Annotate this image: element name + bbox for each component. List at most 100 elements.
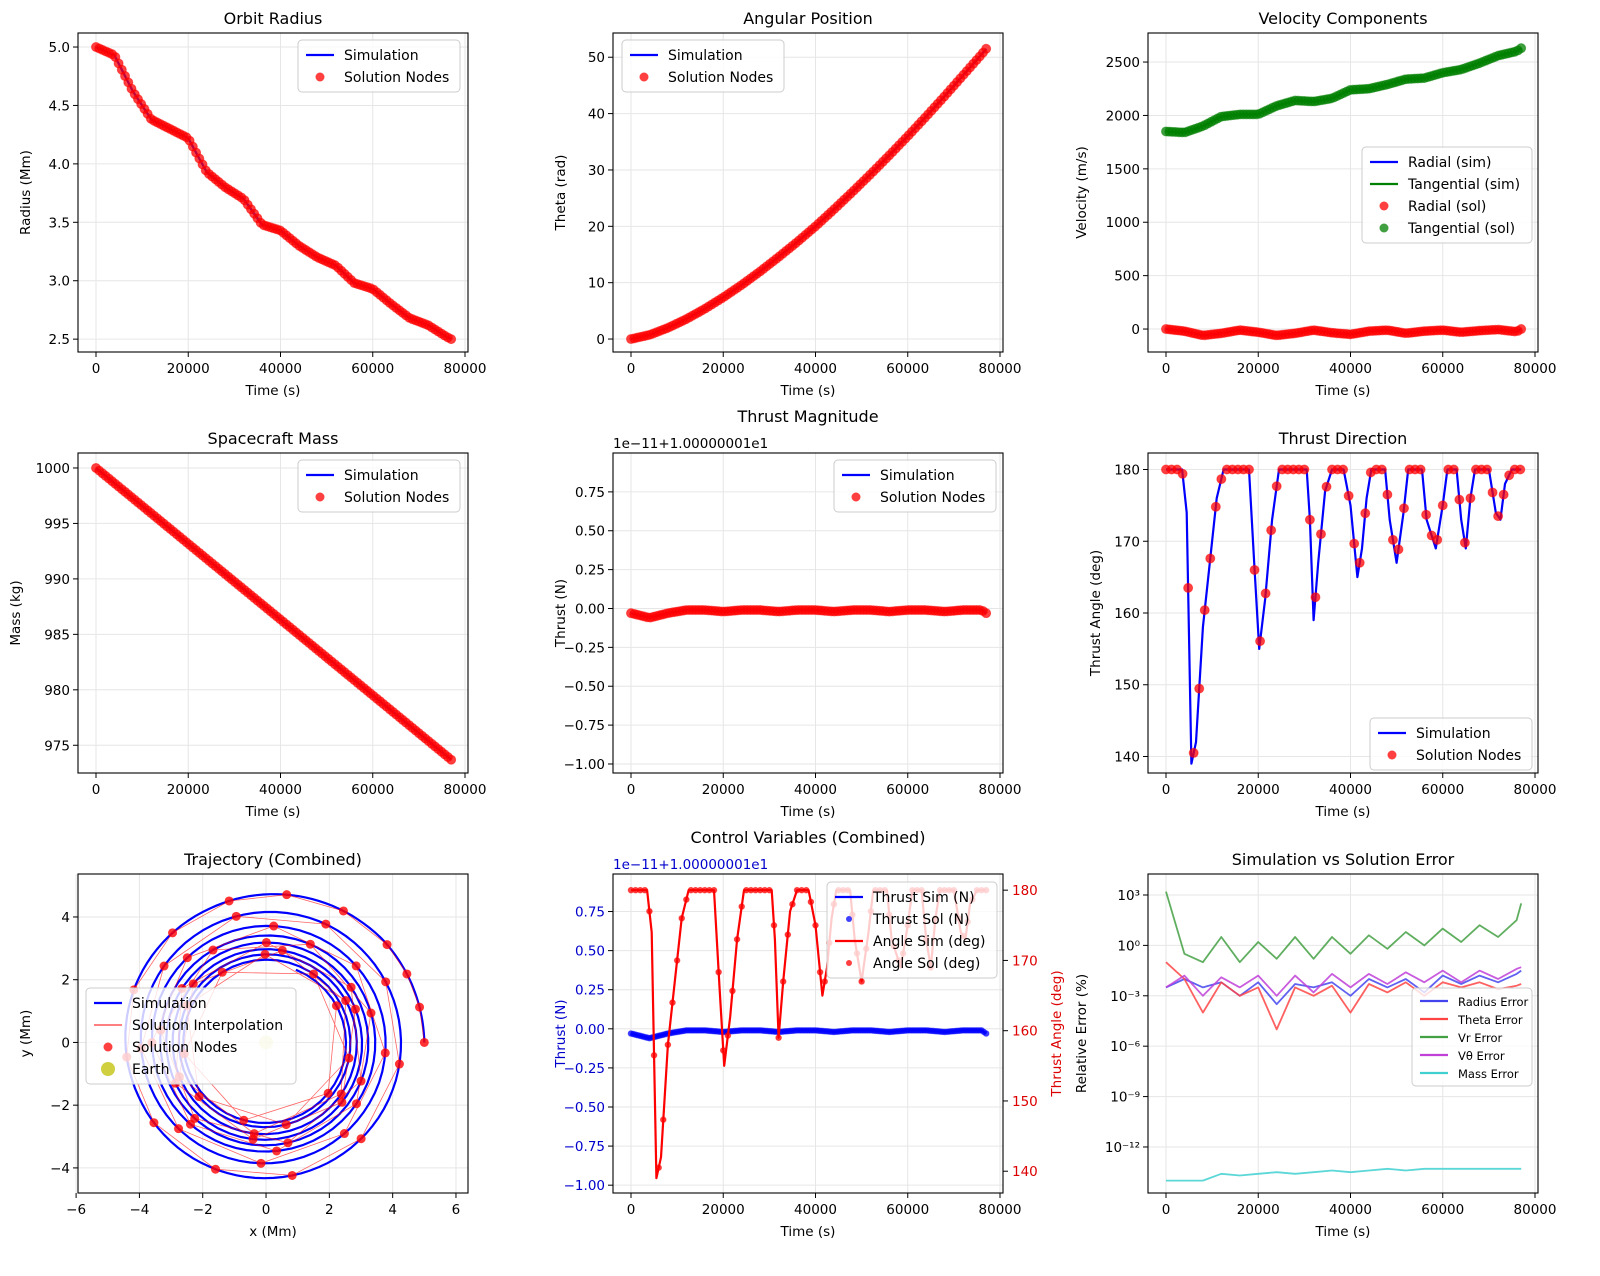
axes-frame <box>1147 873 1539 1194</box>
axes-frame <box>612 32 1004 353</box>
y-tick-label: 5.0 <box>49 40 70 56</box>
legend: Simulation Solution Nodes <box>297 39 461 93</box>
y-tick-label: 980 <box>44 683 70 699</box>
solution-node <box>770 921 778 929</box>
solution-node <box>1399 503 1410 514</box>
solution-node <box>159 961 169 971</box>
solution-node <box>323 1088 333 1098</box>
legend-label: Radius Error <box>1458 995 1529 1009</box>
x-tick-label: 60000 <box>1421 361 1464 377</box>
subplot-title: Angular Position <box>743 9 873 28</box>
x-tick-label: 40000 <box>1329 1202 1372 1218</box>
x-tick-label: 60000 <box>351 782 394 798</box>
solution-node <box>1349 538 1360 549</box>
x-tick-label: 40000 <box>794 1202 837 1218</box>
solution-node <box>683 896 690 903</box>
subplot-5: 0 20000 40000 60000 80000 140 150 160 170 180 Thru… <box>1088 429 1556 820</box>
y-tick-label: 0 <box>1131 322 1140 338</box>
x-tick-label: 0 <box>627 361 636 377</box>
solution-node <box>344 1053 354 1063</box>
y-tick-label: 985 <box>44 627 70 643</box>
solution-node <box>729 987 736 995</box>
solution-node <box>149 1118 159 1128</box>
legend-marker-icon <box>103 1042 113 1052</box>
solution-node <box>446 334 457 345</box>
y-tick-label: −0.25 <box>564 640 605 656</box>
y-tick-label: 10³ <box>1117 888 1140 904</box>
legend: Thrust Sim (N) Thrust Sol (N) Angle Sim (d… <box>826 881 998 979</box>
legend-label: Theta Error <box>1457 1013 1523 1027</box>
solution-node <box>821 978 829 985</box>
x-axis-label: Time (s) <box>780 804 836 820</box>
x-axis-label: Time (s) <box>1315 1224 1371 1240</box>
y-tick-label: −1.00 <box>564 757 605 773</box>
y-tick-label: 3.5 <box>49 215 70 231</box>
series-line-v-error <box>1165 966 1522 997</box>
y-tick-label: 0.50 <box>575 524 605 540</box>
x-tick-label: 80000 <box>444 782 487 798</box>
y-tick-label: 10⁻⁹ <box>1110 1090 1140 1106</box>
solution-interpolation-line <box>126 894 425 1176</box>
solution-node <box>982 1030 990 1037</box>
legend-label: Tangential (sim) <box>1407 177 1520 193</box>
solution-node <box>1482 464 1493 475</box>
solution-node <box>239 1115 249 1125</box>
series-line-mass-error <box>1166 1167 1522 1182</box>
solution-node <box>283 1138 293 1148</box>
x-tick-label: 40000 <box>259 361 302 377</box>
series-group <box>90 462 457 765</box>
y-tick-label: −2 <box>50 1098 70 1114</box>
x-tick-label: 80000 <box>979 1202 1022 1218</box>
solution-node <box>351 1099 361 1109</box>
solution-node <box>655 1164 662 1172</box>
x-tick-label: 60000 <box>886 361 929 377</box>
subplot-title: Velocity Components <box>1258 9 1427 28</box>
solution-node <box>281 1120 291 1130</box>
solution-node <box>351 961 361 971</box>
solution-node <box>1515 464 1526 475</box>
subplot-6: −6 −4 −2 0 2 4 6 −4 −2 0 2 4 Trajectory (Combined) x … <box>18 850 469 1240</box>
series-group <box>625 43 992 345</box>
x-tick-label: 80000 <box>1514 1202 1557 1218</box>
x-tick-label: 20000 <box>702 361 745 377</box>
subplot-title: Orbit Radius <box>224 9 323 28</box>
solution-node <box>1188 747 1199 758</box>
axes-frame <box>77 32 469 353</box>
legend-marker-icon <box>101 1062 115 1076</box>
solution-node <box>419 1037 429 1047</box>
y-tick-label: −0.50 <box>564 1100 605 1116</box>
solution-node <box>724 1032 732 1039</box>
subplot-7: 0 20000 40000 60000 80000 −1.00 −0.75 −0.50 −0.2… <box>553 828 1065 1240</box>
x-tick-label: 6 <box>452 1202 461 1218</box>
solution-node <box>356 1076 366 1086</box>
solution-node <box>981 608 992 619</box>
x-tick-label: 20000 <box>1237 1202 1280 1218</box>
subplot-8: 0 20000 40000 60000 80000 10³ 10⁰ 10⁻³ 10⁻⁶ 10⁻⁹ 1… <box>1074 850 1556 1240</box>
x-tick-label: 60000 <box>1421 782 1464 798</box>
x-tick-label: −2 <box>193 1202 213 1218</box>
series-group <box>90 42 457 345</box>
axes-frame <box>612 873 1004 1194</box>
legend-label: Simulation <box>668 48 743 64</box>
solution-node <box>446 754 457 765</box>
y-tick-label: 500 <box>1114 269 1140 285</box>
solution-node <box>802 886 810 894</box>
legend-label: Solution Nodes <box>344 70 449 86</box>
solution-node <box>1376 464 1387 475</box>
solution-node <box>282 890 292 900</box>
legend-label: Mass Error <box>1458 1067 1519 1081</box>
legend-label: Simulation <box>132 996 207 1012</box>
x-tick-label: −4 <box>129 1202 149 1218</box>
legend-label: Solution Nodes <box>880 490 985 506</box>
y-tick-label: −1.00 <box>564 1178 605 1194</box>
legend-label: Vθ Error <box>1458 1049 1505 1063</box>
y-axis-label: Thrust Angle (deg) <box>1088 550 1104 677</box>
legend-box <box>297 459 461 513</box>
legend: Simulation Solution Nodes <box>297 459 461 513</box>
y-axis-label: y (Mm) <box>18 1010 34 1058</box>
solution-node <box>1516 43 1527 54</box>
x-tick-label: 20000 <box>1237 361 1280 377</box>
x-axis-label: Time (s) <box>245 383 301 399</box>
series-group <box>625 605 992 623</box>
solution-node <box>277 945 287 955</box>
